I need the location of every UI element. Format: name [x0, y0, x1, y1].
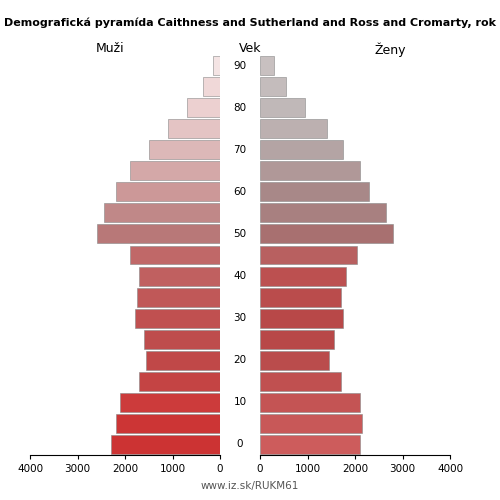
Text: Demografická pyramída Caithness and Sutherland and Ross and Cromarty, rok: Demografická pyramída Caithness and Suth… — [4, 18, 496, 28]
Text: 80: 80 — [234, 102, 246, 113]
Bar — [260, 140, 343, 159]
Bar — [120, 393, 220, 412]
Bar — [260, 77, 286, 96]
Bar — [134, 308, 220, 328]
Text: Vek: Vek — [239, 42, 261, 56]
Bar — [116, 414, 220, 433]
Text: 60: 60 — [234, 187, 246, 197]
Text: www.iz.sk/RUKM61: www.iz.sk/RUKM61 — [201, 481, 299, 491]
Bar — [137, 288, 220, 306]
Bar — [213, 56, 220, 75]
Bar — [260, 351, 329, 370]
Bar — [260, 98, 305, 117]
Bar — [139, 266, 220, 285]
Bar — [116, 182, 220, 202]
Bar — [130, 246, 220, 264]
Bar — [149, 140, 220, 159]
Bar — [187, 98, 220, 117]
Bar — [144, 330, 220, 348]
Bar — [130, 162, 220, 180]
Bar — [260, 308, 343, 328]
Bar — [260, 330, 334, 348]
Text: 90: 90 — [234, 60, 246, 70]
Bar — [260, 393, 360, 412]
Text: 10: 10 — [234, 398, 246, 407]
Text: 50: 50 — [234, 229, 246, 239]
Bar — [168, 119, 220, 138]
Bar — [260, 246, 358, 264]
Bar — [104, 204, 220, 223]
Bar — [260, 162, 360, 180]
Text: 0: 0 — [237, 440, 243, 450]
Text: Ženy: Ženy — [374, 42, 406, 57]
Text: 30: 30 — [234, 313, 246, 323]
Bar — [96, 224, 220, 244]
Bar — [260, 119, 326, 138]
Bar — [260, 414, 362, 433]
Text: Muži: Muži — [96, 42, 124, 56]
Bar — [146, 351, 220, 370]
Bar — [260, 182, 369, 202]
Bar — [139, 372, 220, 391]
Bar — [260, 288, 341, 306]
Bar — [260, 435, 360, 454]
Bar — [260, 266, 346, 285]
Bar — [260, 224, 393, 244]
Bar — [260, 204, 386, 223]
Bar — [111, 435, 220, 454]
Bar — [260, 372, 341, 391]
Text: 20: 20 — [234, 356, 246, 366]
Bar — [204, 77, 220, 96]
Text: 40: 40 — [234, 271, 246, 281]
Bar — [260, 56, 274, 75]
Text: 70: 70 — [234, 144, 246, 154]
